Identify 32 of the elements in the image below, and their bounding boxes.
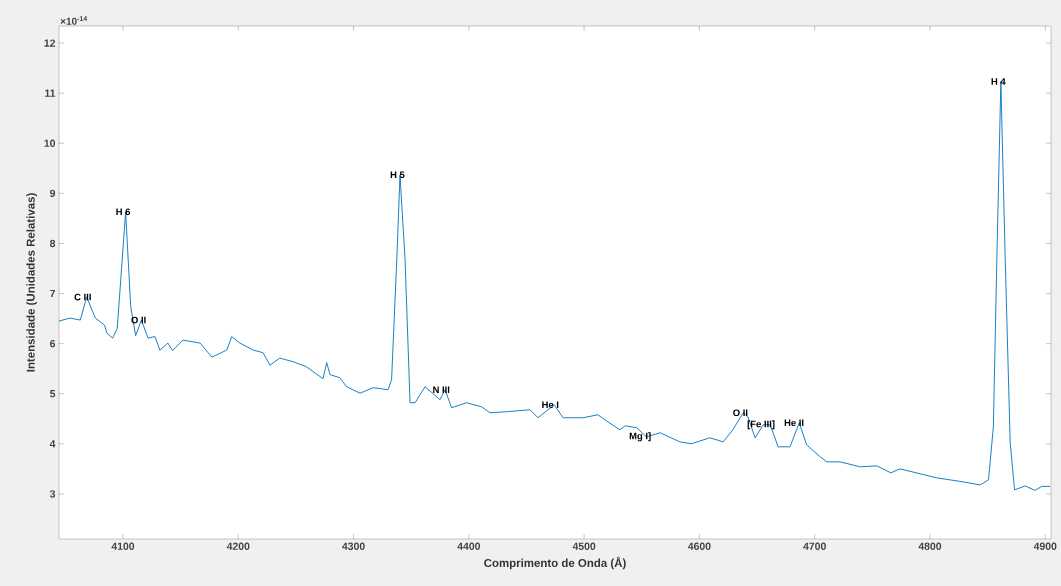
y-tick-label: 7 <box>50 289 56 298</box>
x-tick-label: 4500 <box>572 542 596 550</box>
y-tick-label: 4 <box>49 440 56 448</box>
y-tick-label: 6 <box>50 339 56 348</box>
annotation: H 6 <box>116 208 131 216</box>
annotation: He II <box>784 419 804 427</box>
annotation: Mg I] <box>629 432 651 442</box>
text: ×10$^{-14}$ <box>60 16 88 25</box>
x-tick-label: 4300 <box>342 542 365 550</box>
annotation: C III <box>74 293 91 301</box>
x-tick-label: 4900 <box>1033 542 1057 550</box>
y-axis-title: Intensidade (Unidades Relativas) <box>26 193 37 372</box>
y-tick-label: 9 <box>50 189 56 198</box>
annotation: He I <box>542 401 559 409</box>
x-tick-label: 4200 <box>226 542 250 550</box>
x-tick-label: 4100 <box>111 542 135 550</box>
y-tick-label: 11 <box>45 89 56 97</box>
y-tick-label: 5 <box>49 390 56 398</box>
x-tick-label: 4400 <box>457 542 481 550</box>
annotation: O II <box>733 409 748 417</box>
annotation: H 5 <box>390 171 405 179</box>
y-tick-label: 10 <box>44 139 56 147</box>
annotation: O II <box>131 316 146 324</box>
y-tick-label: 12 <box>44 39 56 47</box>
y-tick-label: 8 <box>49 239 56 248</box>
annotation: H 4 <box>991 78 1006 85</box>
x-tick-label: 4600 <box>687 542 711 550</box>
x-axis-title: Comprimento de Onda (Å) <box>484 556 626 570</box>
x-tick-label: 4700 <box>803 542 826 550</box>
y-tick-label: 3 <box>49 490 56 498</box>
annotation: N III <box>433 386 450 393</box>
x-tick-label: 4800 <box>918 542 942 550</box>
